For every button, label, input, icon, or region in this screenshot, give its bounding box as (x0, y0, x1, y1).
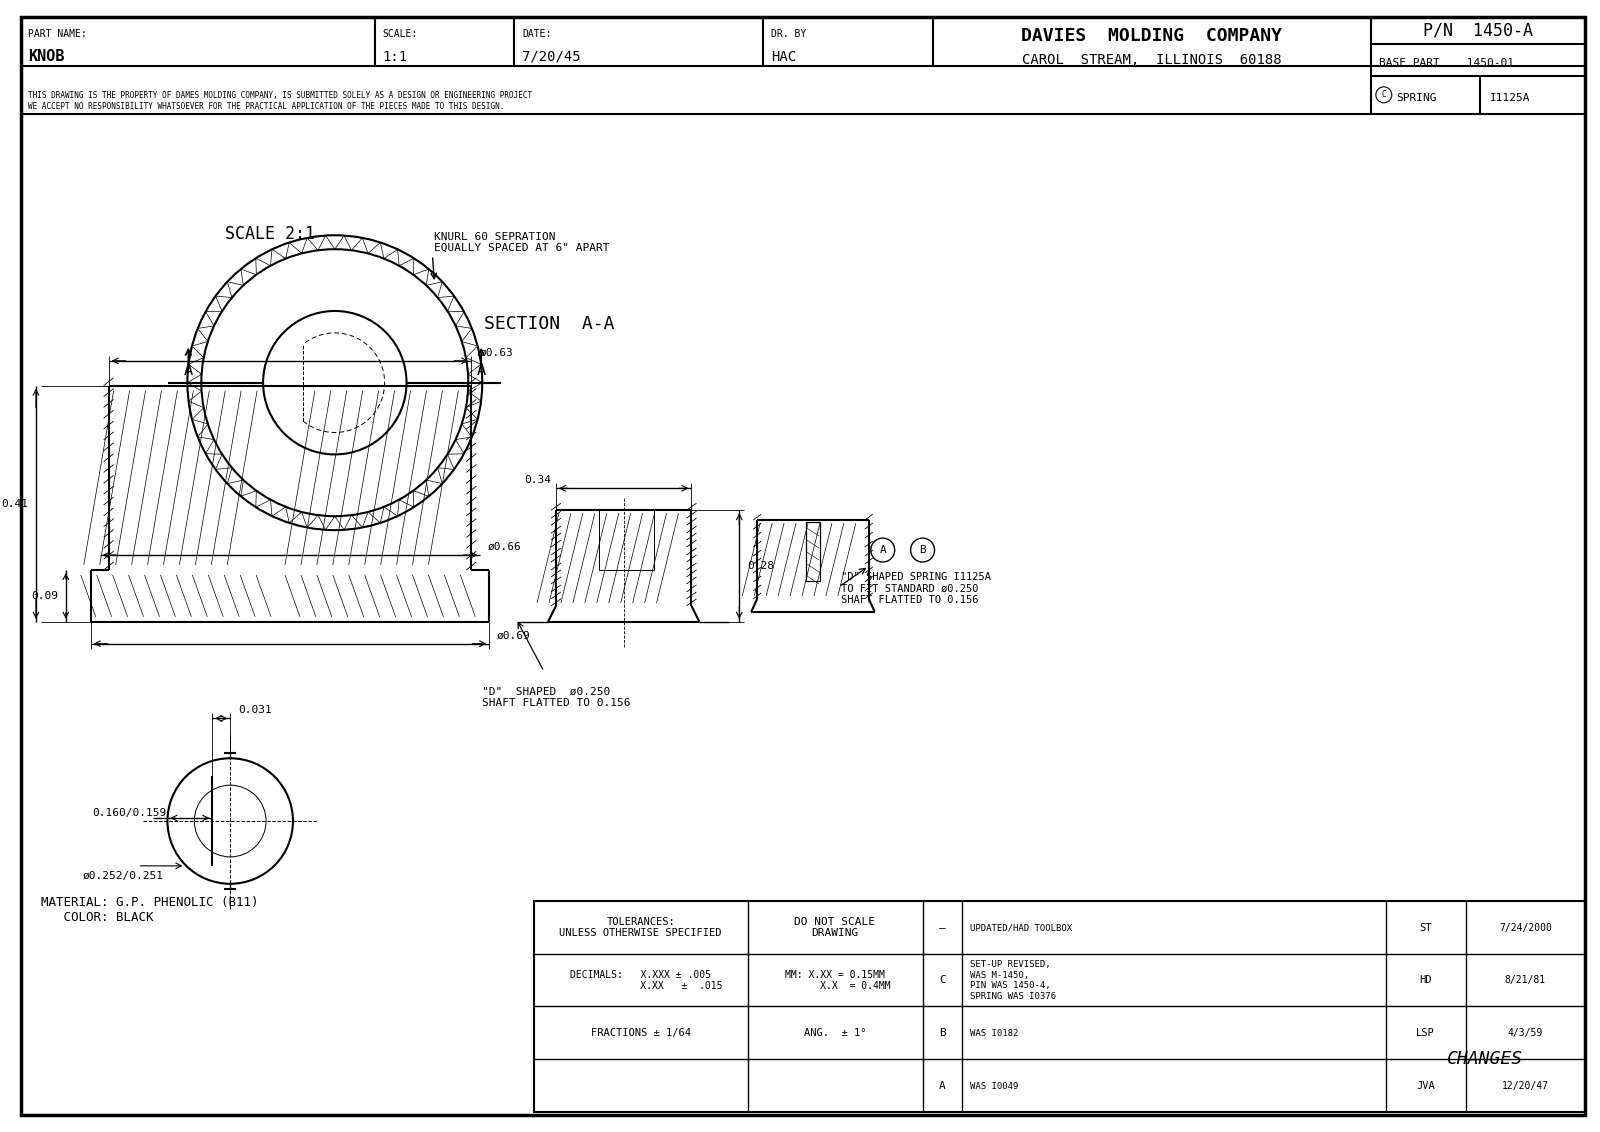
Text: WAS I0182: WAS I0182 (970, 1029, 1019, 1038)
Text: 0.34: 0.34 (523, 475, 550, 486)
Text: 12/20/47: 12/20/47 (1502, 1081, 1549, 1091)
Text: 0.28: 0.28 (747, 561, 774, 571)
Text: SECTION  A-A: SECTION A-A (485, 315, 614, 333)
Text: "D" SHAPED SPRING I1125A
TO FIT STANDARD ø0.250
SHAFT FLATTED TO 0.156: "D" SHAPED SPRING I1125A TO FIT STANDARD… (842, 572, 990, 606)
Text: CAROL  STREAM,  ILLINOIS  60188: CAROL STREAM, ILLINOIS 60188 (1022, 53, 1282, 67)
Text: 1:1: 1:1 (382, 50, 408, 63)
Text: BASE PART    1450-01: BASE PART 1450-01 (1379, 58, 1514, 68)
Text: SPRING: SPRING (1395, 93, 1437, 103)
Text: A: A (880, 546, 886, 555)
Text: HD: HD (1419, 976, 1432, 986)
Text: B: B (939, 1028, 946, 1038)
Text: ø0.66: ø0.66 (488, 542, 522, 552)
Text: SET-UP REVISED,
WAS M-1450,
PIN WAS 1450-4,
SPRING WAS I0376: SET-UP REVISED, WAS M-1450, PIN WAS 1450… (970, 960, 1056, 1001)
Bar (534, 901, 1586, 1112)
Text: A: A (477, 362, 486, 378)
Text: ST: ST (1419, 923, 1432, 933)
Text: B: B (920, 546, 926, 555)
Text: KNOB: KNOB (27, 49, 64, 63)
Text: 0.09: 0.09 (30, 591, 58, 601)
Text: MM: X.XX = 0.15MM
       X.X  = 0.4MM: MM: X.XX = 0.15MM X.X = 0.4MM (779, 970, 891, 992)
Text: FRACTIONS ± 1/64: FRACTIONS ± 1/64 (590, 1028, 691, 1038)
Text: 7/24/2000: 7/24/2000 (1499, 923, 1552, 933)
Text: I1125A: I1125A (1491, 93, 1531, 103)
Text: A: A (184, 362, 194, 378)
Text: UPDATED/HAD TOOLBOX: UPDATED/HAD TOOLBOX (970, 923, 1072, 932)
Text: DECIMALS:   X.XXX ± .005
              X.XX   ±  .015: DECIMALS: X.XXX ± .005 X.XX ± .015 (558, 970, 723, 992)
Text: 0.031: 0.031 (238, 705, 272, 715)
Text: ø0.63: ø0.63 (480, 348, 514, 358)
Text: THIS DRAWING IS THE PROPERTY OF DAMES MOLDING COMPANY, IS SUBMITTED SOLELY AS A : THIS DRAWING IS THE PROPERTY OF DAMES MO… (27, 92, 533, 111)
Text: HAC: HAC (771, 50, 797, 63)
Text: ø0.69: ø0.69 (498, 631, 531, 641)
Text: TOLERANCES:
UNLESS OTHERWISE SPECIFIED: TOLERANCES: UNLESS OTHERWISE SPECIFIED (560, 917, 722, 938)
Text: —: — (939, 923, 946, 933)
Text: 0.41: 0.41 (2, 499, 27, 509)
Text: CHANGES: CHANGES (1448, 1050, 1523, 1069)
Text: P/N  1450-A: P/N 1450-A (1424, 22, 1533, 38)
Text: ANG.  ± 1°: ANG. ± 1° (803, 1028, 866, 1038)
Text: DATE:: DATE: (522, 29, 552, 38)
Text: DAVIES  MOLDING  COMPANY: DAVIES MOLDING COMPANY (1021, 27, 1282, 45)
Text: MATERIAL: G.P. PHENOLIC (B11)
   COLOR: BLACK: MATERIAL: G.P. PHENOLIC (B11) COLOR: BLA… (42, 895, 259, 924)
Text: 8/21/81: 8/21/81 (1504, 976, 1546, 986)
Text: SCALE:: SCALE: (382, 29, 418, 38)
Text: DR. BY: DR. BY (771, 29, 806, 38)
Text: DO NOT SCALE
DRAWING: DO NOT SCALE DRAWING (795, 917, 875, 938)
Text: 0.160/0.159: 0.160/0.159 (93, 808, 166, 818)
Text: "D"  SHAPED  ø0.250
SHAFT FLATTED TO 0.156: "D" SHAPED ø0.250 SHAFT FLATTED TO 0.156 (482, 686, 630, 709)
Text: KNURL 60 SEPRATION
EQUALLY SPACED AT 6" APART: KNURL 60 SEPRATION EQUALLY SPACED AT 6" … (435, 232, 610, 254)
Text: C: C (1381, 91, 1386, 100)
Text: C: C (939, 976, 946, 986)
Text: 4/3/59: 4/3/59 (1507, 1028, 1542, 1038)
Text: JVA: JVA (1416, 1081, 1435, 1091)
Text: A: A (939, 1081, 946, 1091)
Text: WAS I0049: WAS I0049 (970, 1081, 1019, 1090)
Text: SCALE 2:1: SCALE 2:1 (226, 225, 315, 243)
Text: PART NAME:: PART NAME: (27, 29, 86, 38)
Bar (806, 522, 819, 581)
Text: ø0.252/0.251: ø0.252/0.251 (83, 871, 163, 881)
Text: 7/20/45: 7/20/45 (522, 50, 581, 63)
Text: LSP: LSP (1416, 1028, 1435, 1038)
